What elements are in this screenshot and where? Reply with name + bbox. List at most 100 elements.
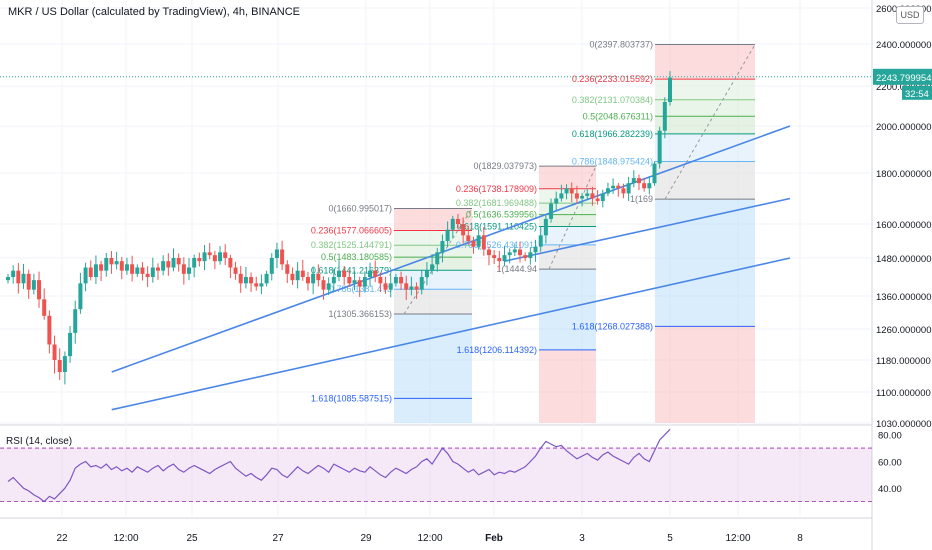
candle-body [218,252,223,262]
fib-zone [539,214,596,227]
fib-zone [394,314,472,399]
candle-body [611,185,616,189]
candle-body [352,280,357,284]
rsi-tick-label: 80.00 [878,431,902,442]
candle-body [62,356,67,372]
candle-body [662,102,667,131]
candle-body [176,258,181,265]
candle-body [274,249,279,258]
candle-body [326,283,331,290]
candle-body [528,252,533,258]
fib-zone-extension [539,349,596,423]
candle-body [393,277,398,284]
candle-body [311,273,316,284]
candle-body [83,267,88,284]
candle-body [228,258,233,268]
fib-zone [539,203,596,215]
fib-level-label: 0(1660.995017) [328,203,392,213]
candle-body [585,193,590,196]
trendlines[interactable] [111,125,791,411]
candle-body [357,280,362,287]
candle-body [631,178,636,184]
fib-level-label: 0.382(1525.144791) [311,240,392,250]
candle-body [269,258,274,274]
price-axis[interactable]: 2600.0000002400.0000002200.0000002000.00… [873,4,932,430]
time-tick-label: 27 [272,533,284,544]
candle-body [42,299,47,316]
candle-body [181,264,186,274]
rsi-pane[interactable]: 80.00 60.00 40.00 [0,428,902,503]
fib-zone [655,99,755,117]
time-tick-label: 8 [797,533,803,544]
candle-body [124,264,129,271]
candle-body [155,267,160,271]
candle-body [104,258,109,271]
candle-body [192,258,197,268]
rsi-tick-label: 40.00 [878,484,902,495]
candle-body [316,273,321,281]
candle-body [507,252,512,256]
price-tick-label: 1360.000000 [876,292,931,303]
fibonacci-retracements[interactable]: 0(1660.995017) 0.236(1577.066605) 0.382(15… [311,39,756,423]
rsi-tick-label: 60.00 [878,457,902,468]
candle-body [430,264,435,271]
fib-level-label: 0.382(2131.070384) [572,95,653,105]
candle-body [383,283,388,290]
fib-level-label: 1(1444.94 [496,264,537,274]
candle-body [574,193,579,199]
candle-body [114,261,119,265]
candle-body [605,188,610,194]
candle-body [254,283,259,287]
candle-body [512,249,517,253]
fib-zone [394,257,472,271]
currency-badge[interactable]: USD [896,6,924,24]
time-tick-label: 22 [56,533,68,544]
time-tick-label: 5 [667,533,673,544]
rsi-line [7,428,671,503]
current-price-value: 2243.799954 [876,73,931,84]
price-tick-label: 1800.000000 [876,169,931,180]
candle-body [404,283,409,290]
candle-body [31,280,36,290]
fib-level-label: 0.5(1483.180585) [321,252,392,262]
candle-body [280,249,285,265]
candle-body [595,198,600,202]
time-tick-label: 29 [360,533,372,544]
candle-body [461,224,466,236]
candle-body [373,270,378,277]
candle-body [238,273,243,284]
candle-body [197,258,202,262]
chart-title: MKR / US Dollar (calculated by TradingVi… [8,6,301,18]
candle-body [523,255,528,258]
time-axis[interactable]: 22 12:00 25 27 29 12:00 Feb 3 5 12:00 8 [56,533,803,544]
candle-body [486,249,491,256]
price-tick-label: 1480.000000 [876,254,931,265]
candle-body [616,185,621,189]
fib-zone [655,161,755,200]
candle-body [471,241,476,247]
candle-body [145,273,150,277]
candle-body [554,198,559,204]
rsi-title: RSI (14, close) [6,436,73,447]
price-tick-label: 1030.000000 [876,419,931,430]
candle-body [549,203,554,219]
trendline [111,257,791,411]
candle-body [642,183,647,189]
candle-body [223,252,228,258]
trendline [504,197,791,262]
price-tick-label: 2000.000000 [876,122,931,133]
fib-zone [539,244,596,270]
candle-body [626,183,631,194]
fib-zone [539,226,596,245]
time-tick-label: 12:00 [725,533,750,544]
fib-level-label: 1.618(1206.114392) [457,345,537,355]
candle-body [130,264,135,274]
fib-zone [394,289,472,315]
candle-body [621,188,626,194]
candle-body [388,283,393,290]
candle-body [78,283,83,310]
time-tick-label: 25 [186,533,198,544]
countdown-tag [902,85,932,100]
candle-body [295,270,300,281]
